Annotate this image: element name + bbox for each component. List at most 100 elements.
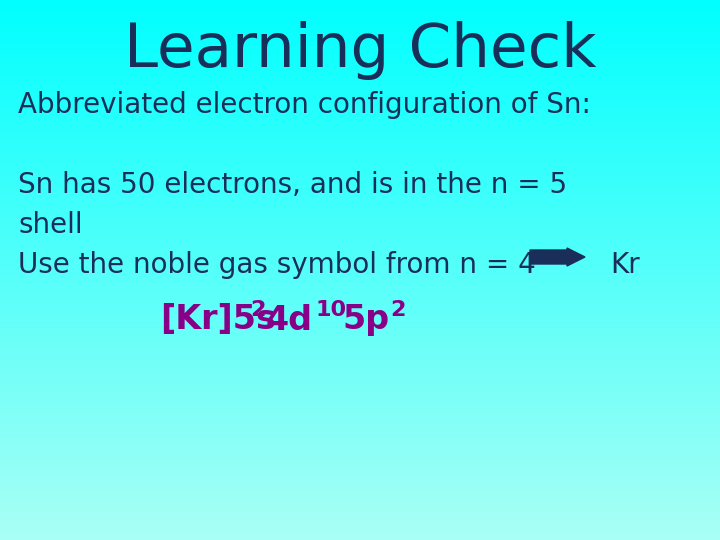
Bar xyxy=(0,232,720,235)
Bar xyxy=(0,105,720,108)
Bar xyxy=(0,348,720,351)
Bar xyxy=(0,21,720,24)
Bar xyxy=(0,2,720,5)
Bar xyxy=(0,264,720,267)
Bar xyxy=(0,342,720,346)
Text: 2: 2 xyxy=(250,300,266,320)
Bar xyxy=(0,75,720,78)
Text: Use the noble gas symbol from n = 4: Use the noble gas symbol from n = 4 xyxy=(18,251,536,279)
Bar xyxy=(0,48,720,51)
Bar xyxy=(0,148,720,151)
Bar xyxy=(0,475,720,478)
Bar xyxy=(0,26,720,30)
Bar xyxy=(0,278,720,281)
Bar xyxy=(0,183,720,186)
Bar xyxy=(0,512,720,516)
Bar xyxy=(0,423,720,427)
Bar xyxy=(0,442,720,446)
Bar xyxy=(0,321,720,324)
Bar xyxy=(0,483,720,486)
Bar xyxy=(0,534,720,537)
Bar xyxy=(0,359,720,362)
Text: 10: 10 xyxy=(316,300,347,320)
Bar xyxy=(0,361,720,365)
Bar xyxy=(0,83,720,86)
Bar xyxy=(0,491,720,494)
Bar xyxy=(0,202,720,205)
Bar xyxy=(0,256,720,259)
Bar xyxy=(0,116,720,119)
Bar xyxy=(0,78,720,81)
Bar xyxy=(0,102,720,105)
Bar xyxy=(0,315,720,319)
Bar xyxy=(0,456,720,459)
Bar xyxy=(0,445,720,448)
Bar xyxy=(0,37,720,40)
Bar xyxy=(0,80,720,84)
Bar xyxy=(0,504,720,508)
Bar xyxy=(0,32,720,35)
Bar xyxy=(0,221,720,224)
Bar xyxy=(0,399,720,402)
Bar xyxy=(0,429,720,432)
Bar xyxy=(0,94,720,97)
Bar xyxy=(0,64,720,68)
Bar xyxy=(0,143,720,146)
Bar xyxy=(0,394,720,397)
Bar xyxy=(0,275,720,278)
Text: Kr: Kr xyxy=(610,251,640,279)
Bar xyxy=(0,124,720,127)
Bar xyxy=(0,356,720,359)
Bar xyxy=(0,16,720,19)
Bar xyxy=(0,151,720,154)
Bar xyxy=(0,518,720,521)
Bar xyxy=(0,234,720,238)
Bar xyxy=(0,159,720,162)
Bar xyxy=(0,537,720,540)
Bar xyxy=(0,299,720,302)
Bar xyxy=(0,261,720,265)
Bar xyxy=(0,434,720,437)
Bar xyxy=(0,194,720,197)
Bar xyxy=(0,8,720,11)
Bar xyxy=(0,259,720,262)
Bar xyxy=(0,515,720,518)
Bar xyxy=(0,197,720,200)
Bar xyxy=(0,40,720,43)
Bar xyxy=(0,440,720,443)
Bar xyxy=(0,62,720,65)
Bar xyxy=(0,167,720,170)
Bar xyxy=(0,97,720,100)
Bar xyxy=(0,531,720,535)
Bar xyxy=(0,369,720,373)
Bar xyxy=(0,70,720,73)
Bar xyxy=(0,267,720,270)
Bar xyxy=(0,5,720,8)
Bar xyxy=(0,388,720,392)
Bar xyxy=(0,450,720,454)
Bar xyxy=(0,386,720,389)
Bar xyxy=(0,364,720,367)
Bar xyxy=(0,224,720,227)
Bar xyxy=(0,140,720,143)
Bar xyxy=(0,426,720,429)
Bar xyxy=(0,372,720,375)
Bar xyxy=(0,10,720,14)
Bar xyxy=(0,13,720,16)
Bar xyxy=(0,86,720,89)
Bar xyxy=(0,170,720,173)
Bar xyxy=(0,461,720,464)
Bar xyxy=(0,345,720,348)
Bar xyxy=(0,480,720,483)
Bar xyxy=(0,307,720,310)
Bar xyxy=(0,59,720,62)
Bar xyxy=(0,240,720,243)
Bar xyxy=(0,326,720,329)
Bar xyxy=(0,458,720,462)
Bar xyxy=(0,367,720,370)
Bar xyxy=(0,305,720,308)
Bar xyxy=(0,431,720,435)
Bar xyxy=(0,91,720,94)
Bar xyxy=(0,329,720,332)
Bar xyxy=(0,53,720,57)
